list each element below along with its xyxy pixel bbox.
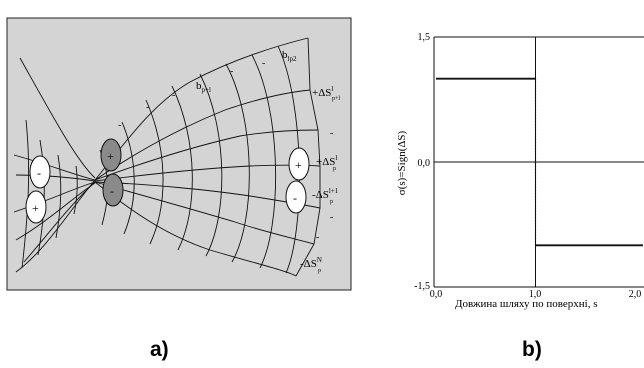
cell-dash: - (172, 90, 175, 101)
delta-label-1-sub: p+l (332, 96, 340, 102)
charge-sign: + (107, 149, 114, 163)
panel-b-chart: 1,5 0,0 -1,5 0,0 1,0 2,0 Довжина шляху п… (396, 32, 644, 310)
charge-sign: - (37, 166, 41, 180)
charge-ellipse (100, 138, 122, 172)
cell-dash: - (330, 128, 333, 139)
panel-b-label: b) (522, 338, 542, 361)
left-charges: - + (25, 155, 51, 224)
cell-dash: - (146, 102, 149, 113)
delta-label-1: +ΔSl (312, 85, 333, 99)
delta-label-2-sub: p (333, 166, 336, 172)
delta-label-4: -ΔSN (300, 256, 322, 270)
right-charges: + - (285, 147, 310, 214)
panel-a-label: a) (150, 338, 169, 361)
charge-sign: - (110, 184, 114, 198)
charge-ellipse (25, 190, 47, 224)
cell-dashes: - - - - - - - - (118, 58, 333, 243)
charge-ellipse (29, 155, 51, 189)
charge-ellipse (288, 147, 310, 181)
delta-label-3: -ΔSl+1 (312, 187, 339, 201)
left-funnel (13, 57, 96, 273)
y-tick-label: 1,5 (418, 32, 431, 43)
charge-ellipse (102, 173, 124, 207)
x-tick-label: 0,0 (430, 289, 443, 300)
y-tick-label: -1,5 (414, 281, 430, 292)
cell-label-1: blp2 (282, 49, 297, 63)
cell-dash: - (118, 120, 121, 131)
cell-dash: - (262, 58, 265, 69)
cell-dash: - (316, 232, 319, 243)
panel-a: blp2 bp+l - - - - - - - - +ΔSl p+l +ΔSl … (6, 17, 352, 291)
cell-dash: - (230, 66, 233, 77)
charge-sign: + (32, 201, 39, 215)
x-axis-label: Довжина шляху по поверхні, s (455, 298, 598, 310)
cell-label-2: bp+l (196, 80, 211, 94)
middle-charges: + - (100, 138, 124, 207)
charge-sign: - (293, 191, 297, 205)
charge-ellipse (285, 180, 307, 214)
y-tick-label: 0,0 (418, 158, 431, 169)
cell-dash: - (330, 212, 333, 223)
delta-label-2: +ΔSl (316, 154, 337, 168)
delta-label-4-sub: p (318, 268, 321, 274)
x-tick-label: 1,0 (529, 289, 542, 300)
x-tick-label: 2,0 (629, 289, 642, 300)
delta-label-3-sub: p (330, 199, 333, 205)
charge-sign: + (295, 158, 302, 172)
y-axis-label: σ(s)=Sign(ΔS) (396, 130, 408, 195)
